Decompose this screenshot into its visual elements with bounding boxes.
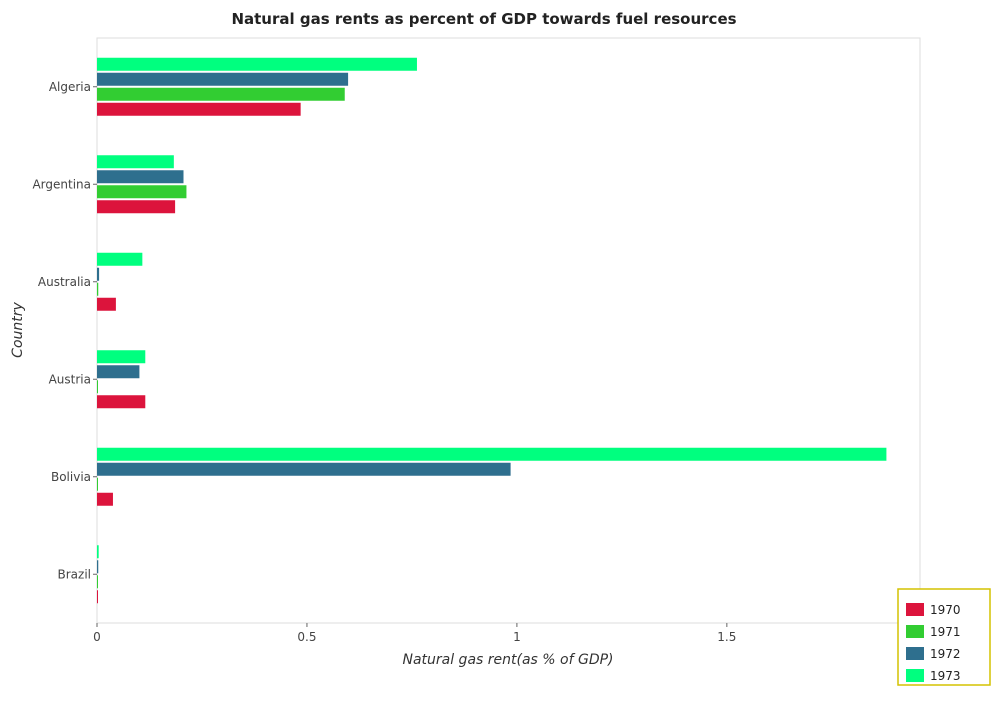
bar-bolivia-1970 [97,492,113,506]
plot-area [96,37,921,624]
x-tick-label-1: 0.5 [297,630,316,644]
y-tick-label-australia: Australia [38,275,91,289]
bar-brazil-1972 [97,560,99,574]
bar-austria-1970 [97,395,146,409]
bar-australia-1972 [97,267,100,281]
bar-bolivia-1972 [97,462,511,476]
bar-brazil-1973 [97,545,99,559]
bar-argentina-1973 [97,155,174,169]
bar-australia-1970 [97,297,116,311]
legend-label-1971: 1971 [930,625,961,639]
bars-layer [97,57,887,604]
legend-swatch-1970 [906,603,924,616]
y-tick-label-bolivia: Bolivia [51,470,91,484]
bar-bolivia-1973 [97,447,887,461]
legend-swatch-1972 [906,647,924,660]
bar-argentina-1972 [97,170,184,184]
bar-brazil-1971 [97,575,98,589]
y-tick-label-argentina: Argentina [32,177,91,191]
chart-title: Natural gas rents as percent of GDP towa… [231,10,736,28]
bar-bolivia-1971 [97,477,98,491]
bar-austria-1973 [97,350,146,364]
y-ticks: Algeria Argentina Australia Austria Bolivia B… [32,80,97,581]
bar-australia-1973 [97,252,143,266]
y-tick-label-algeria: Algeria [49,80,91,94]
x-tick-label-2: 1 [513,630,521,644]
x-tick-label-3: 1.5 [717,630,736,644]
bar-algeria-1970 [97,102,301,116]
bar-algeria-1973 [97,57,417,71]
x-axis-label: Natural gas rent(as % of GDP) [402,652,613,668]
y-tick-label-brazil: Brazil [58,567,92,581]
y-tick-label-austria: Austria [49,372,91,386]
bar-austria-1971 [97,380,98,394]
y-axis-label: Country [10,301,26,357]
legend-label-1972: 1972 [930,647,961,661]
bar-argentina-1970 [97,200,176,214]
bar-australia-1971 [97,282,99,296]
x-tick-label-0: 0 [93,630,101,644]
bar-austria-1972 [97,365,140,379]
x-ticks: 0 0.5 1 1.5 [93,623,736,644]
bar-argentina-1971 [97,185,187,199]
bar-brazil-1970 [97,590,98,604]
legend-label-1970: 1970 [930,603,961,617]
bar-algeria-1972 [97,72,349,86]
legend-swatch-1971 [906,625,924,638]
bar-algeria-1971 [97,87,345,101]
legend-swatch-1973 [906,669,924,682]
legend-label-1973: 1973 [930,669,961,683]
legend: 1970 1971 1972 1973 [897,588,991,686]
